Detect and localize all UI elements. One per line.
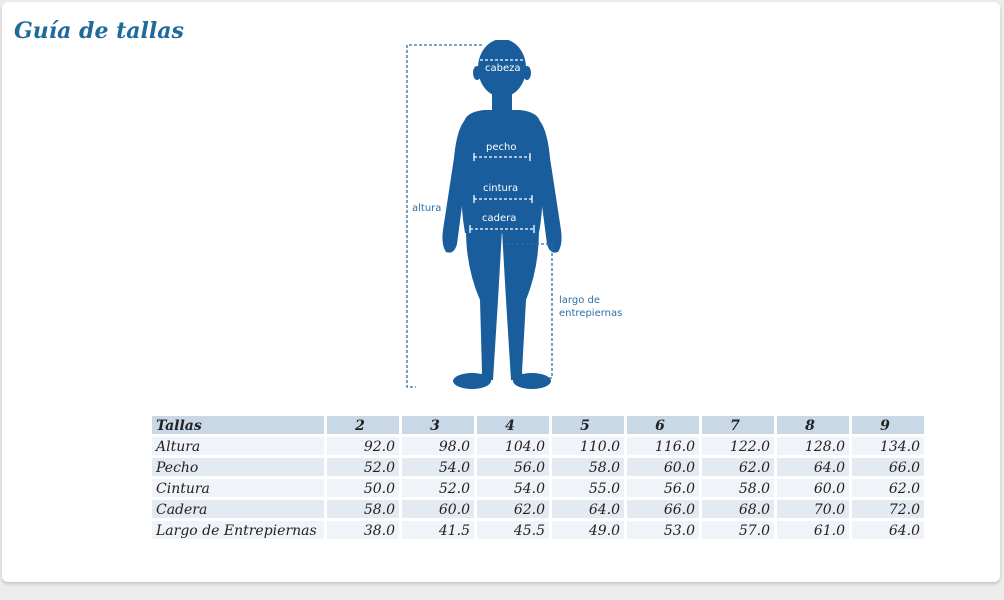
header-size: 4	[477, 416, 549, 434]
cell-value: 56.0	[627, 479, 699, 497]
child-measurement-figure: cabeza pecho cintura cadera altura largo…	[402, 40, 642, 392]
cell-value: 57.0	[702, 521, 774, 539]
size-guide-card: Guía de tallas	[2, 2, 1000, 582]
cell-value: 49.0	[552, 521, 624, 539]
cell-value: 55.0	[552, 479, 624, 497]
cell-value: 61.0	[777, 521, 849, 539]
cell-value: 70.0	[777, 500, 849, 518]
size-table: Tallas 2 3 4 5 6 7 8 9 Altura 92.0 98.0 …	[149, 413, 927, 542]
cell-value: 116.0	[627, 437, 699, 455]
cell-value: 128.0	[777, 437, 849, 455]
header-size: 3	[402, 416, 474, 434]
table-row-altura: Altura 92.0 98.0 104.0 110.0 116.0 122.0…	[152, 437, 924, 455]
header-size: 9	[852, 416, 924, 434]
cell-value: 98.0	[402, 437, 474, 455]
cell-value: 62.0	[477, 500, 549, 518]
cell-value: 104.0	[477, 437, 549, 455]
cell-value: 60.0	[627, 458, 699, 476]
cell-value: 64.0	[852, 521, 924, 539]
cell-value: 41.5	[402, 521, 474, 539]
cell-value: 54.0	[402, 458, 474, 476]
cell-value: 64.0	[777, 458, 849, 476]
table-row-cadera: Cadera 58.0 60.0 62.0 64.0 66.0 68.0 70.…	[152, 500, 924, 518]
cell-value: 56.0	[477, 458, 549, 476]
child-silhouette	[406, 40, 562, 389]
table-row-pecho: Pecho 52.0 54.0 56.0 58.0 60.0 62.0 64.0…	[152, 458, 924, 476]
cell-value: 60.0	[777, 479, 849, 497]
label-altura: altura	[412, 203, 442, 214]
label-pecho: pecho	[486, 142, 517, 153]
cell-value: 122.0	[702, 437, 774, 455]
label-cintura: cintura	[483, 183, 519, 194]
table-row-largo-de-entrepiernas: Largo de Entrepiernas 38.0 41.5 45.5 49.…	[152, 521, 924, 539]
cell-value: 58.0	[702, 479, 774, 497]
cell-value: 68.0	[702, 500, 774, 518]
row-label: Altura	[152, 437, 324, 455]
cell-value: 66.0	[627, 500, 699, 518]
page-title: Guía de tallas	[14, 18, 184, 44]
cell-value: 66.0	[852, 458, 924, 476]
cell-value: 54.0	[477, 479, 549, 497]
cell-value: 64.0	[552, 500, 624, 518]
table-header-row: Tallas 2 3 4 5 6 7 8 9	[152, 416, 924, 434]
cell-value: 110.0	[552, 437, 624, 455]
cell-value: 45.5	[477, 521, 549, 539]
cell-value: 62.0	[852, 479, 924, 497]
cell-value: 92.0	[327, 437, 399, 455]
cell-value: 53.0	[627, 521, 699, 539]
row-label: Pecho	[152, 458, 324, 476]
cell-value: 62.0	[702, 458, 774, 476]
cell-value: 38.0	[327, 521, 399, 539]
label-cabeza: cabeza	[485, 63, 521, 74]
cell-value: 50.0	[327, 479, 399, 497]
cell-value: 58.0	[327, 500, 399, 518]
label-largo-line2: entrepiernas	[559, 308, 623, 319]
row-label: Cadera	[152, 500, 324, 518]
cell-value: 134.0	[852, 437, 924, 455]
header-size: 6	[627, 416, 699, 434]
header-size: 5	[552, 416, 624, 434]
label-cadera: cadera	[482, 213, 517, 224]
label-largo-line1: largo de	[559, 295, 600, 306]
cell-value: 58.0	[552, 458, 624, 476]
cell-value: 52.0	[402, 479, 474, 497]
header-size: 7	[702, 416, 774, 434]
row-label: Cintura	[152, 479, 324, 497]
header-size: 8	[777, 416, 849, 434]
cell-value: 60.0	[402, 500, 474, 518]
cell-value: 72.0	[852, 500, 924, 518]
table-row-cintura: Cintura 50.0 52.0 54.0 55.0 56.0 58.0 60…	[152, 479, 924, 497]
header-size: 2	[327, 416, 399, 434]
header-tallas: Tallas	[152, 416, 324, 434]
cell-value: 52.0	[327, 458, 399, 476]
row-label: Largo de Entrepiernas	[152, 521, 324, 539]
